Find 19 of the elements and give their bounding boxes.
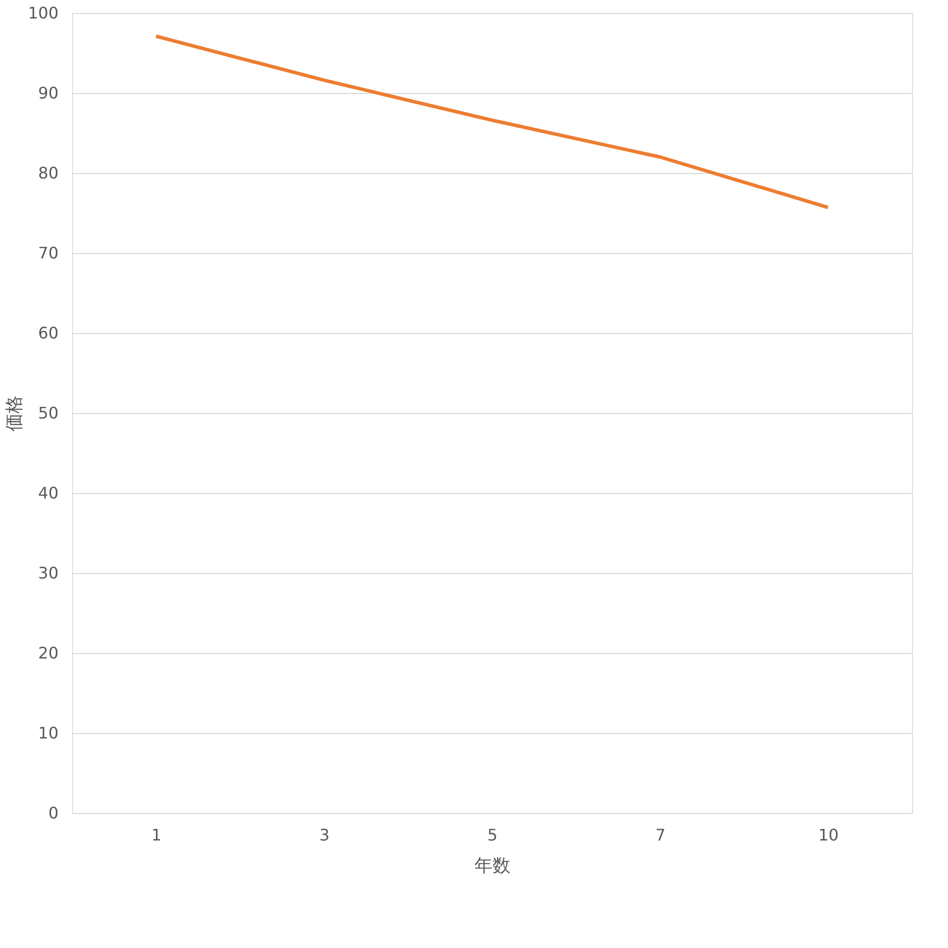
y-tick-label: 50 <box>38 404 58 422</box>
y-axis-title: 価格 <box>4 396 25 432</box>
y-tick-label: 90 <box>38 84 58 102</box>
x-tick-label: 1 <box>151 826 162 844</box>
x-axis-title: 年数 <box>474 856 510 876</box>
x-tick-label: 10 <box>818 826 839 844</box>
y-tick-label: 20 <box>38 644 58 662</box>
y-tick-label: 60 <box>38 324 58 342</box>
y-tick-label: 40 <box>38 484 58 502</box>
y-tick-label: 70 <box>38 244 58 262</box>
y-tick-label: 10 <box>38 724 58 742</box>
x-tick-label: 7 <box>655 826 666 844</box>
y-tick-label: 30 <box>38 564 58 582</box>
x-tick-label: 3 <box>319 826 330 844</box>
x-tick-label: 5 <box>487 826 498 844</box>
y-tick-label: 0 <box>48 804 58 822</box>
y-tick-label: 80 <box>38 164 58 182</box>
y-tick-label: 100 <box>28 4 58 22</box>
line-series <box>154 34 830 210</box>
